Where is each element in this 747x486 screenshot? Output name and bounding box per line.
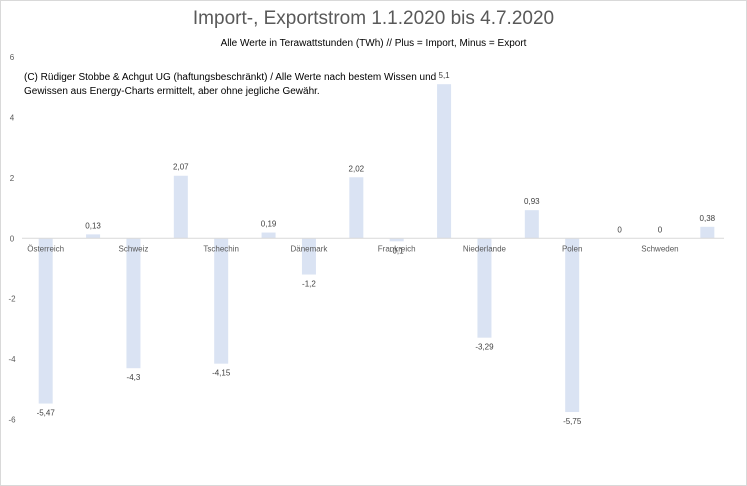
bar: [214, 238, 229, 364]
y-tick-label: 4: [10, 113, 15, 122]
bar: [349, 177, 364, 239]
data-label: 0,38: [700, 214, 716, 223]
bar: [38, 238, 53, 404]
bar: [173, 175, 188, 239]
data-label: 0,93: [524, 197, 540, 206]
bar: [301, 238, 316, 275]
bar: [86, 234, 101, 239]
bar: [389, 238, 404, 242]
bar: [565, 238, 580, 413]
y-tick-label: 6: [10, 53, 15, 62]
data-label: 0: [658, 225, 663, 234]
y-tick-label: 2: [10, 174, 15, 183]
bar: [261, 232, 276, 239]
y-tick-label: -6: [8, 416, 16, 425]
data-label: -5,75: [563, 417, 582, 426]
chart-title: Import-, Exportstrom 1.1.2020 bis 4.7.20…: [192, 8, 555, 29]
data-label: -3,29: [475, 343, 494, 352]
y-tick-label: -4: [8, 355, 16, 364]
y-tick-label: -2: [8, 295, 16, 304]
category-label: Tschechin: [203, 244, 239, 253]
category-label: Österreich: [27, 244, 64, 253]
category-label: Dänemark: [290, 244, 328, 253]
data-label: 2,02: [349, 164, 365, 173]
category-label: Niederlande: [463, 244, 507, 253]
chart-subtitle: Alle Werte in Terawattstunden (TWh) // P…: [220, 38, 527, 49]
bar: [700, 226, 715, 239]
data-label: -4,15: [212, 369, 231, 378]
bar: [524, 210, 539, 239]
data-label: -4,3: [127, 373, 141, 382]
category-label: Schweden: [641, 244, 678, 253]
bar: [477, 238, 492, 338]
category-label: Polen: [562, 244, 582, 253]
chart-note: (C) Rüdiger Stobbe & Achgut UG (haftungs…: [24, 72, 437, 97]
data-label: 5,1: [439, 71, 451, 80]
data-label: -5,47: [37, 409, 56, 418]
data-label: 2,07: [173, 163, 189, 172]
data-label: -0,1: [390, 246, 404, 255]
category-label: Schweiz: [119, 244, 149, 253]
data-label: -1,2: [302, 280, 316, 289]
bar: [437, 84, 452, 239]
data-label: 0,13: [85, 221, 101, 230]
category-label: Frankreich: [378, 244, 416, 253]
data-label: 0: [617, 225, 622, 234]
data-label: 0,19: [261, 220, 277, 229]
bar: [126, 238, 141, 369]
y-tick-label: 0: [10, 234, 15, 243]
